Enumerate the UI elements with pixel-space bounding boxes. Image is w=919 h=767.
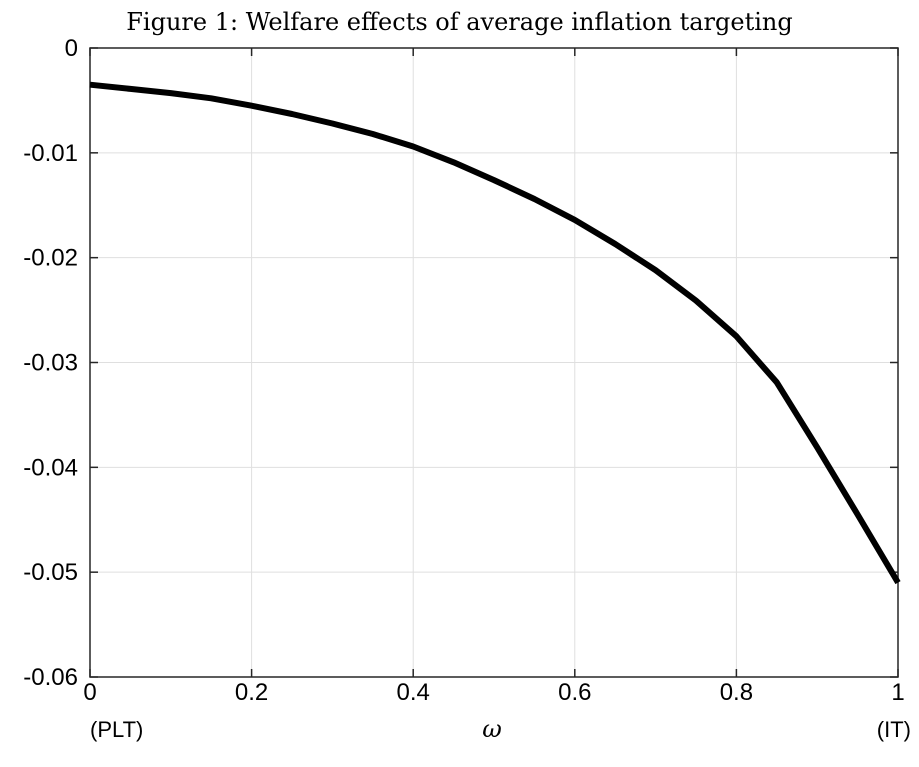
x-tick-label: 0.4 [397,679,430,706]
y-tick-label: -0.04 [23,454,78,481]
y-tick-label: -0.05 [23,559,78,586]
x-tick-label: 0.2 [235,679,268,706]
x-tick-label: 0.6 [558,679,591,706]
y-tick-label: 0 [65,35,78,62]
series-line [89,81,901,585]
x-tick-label: 1 [891,679,904,706]
x-tick-label: 0.8 [720,679,753,706]
x-axis-label: ω [482,715,502,743]
grid-lines [89,47,899,678]
y-tick-label: -0.02 [23,245,78,272]
annotation-it: (IT) [877,717,911,742]
y-tick-label: -0.06 [23,664,78,691]
annotation-plt: (PLT) [90,717,143,742]
y-tick-label: -0.03 [23,350,78,377]
y-tick-label: -0.01 [23,140,78,167]
x-tick-labels: 0 0.2 0.4 0.6 0.8 1 [83,679,904,706]
x-tick-label: 0 [83,679,96,706]
y-tick-labels: 0 -0.01 -0.02 -0.03 -0.04 -0.05 -0.06 [23,35,78,691]
chart-title: Figure 1: Welfare effects of average inf… [126,8,793,36]
